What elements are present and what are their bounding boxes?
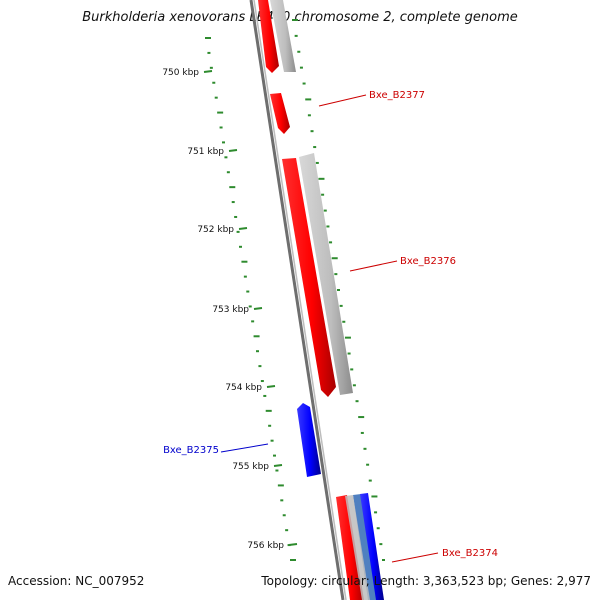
cds-feature-bxe-b2375[interactable] [297, 403, 321, 477]
cds-feature-bxe-b2376[interactable] [282, 158, 336, 397]
gene-labels: Bxe_B2377 Bxe_B2376 Bxe_B2375 Bxe_B2374 [163, 90, 498, 563]
position-tick-label: 753 kbp [212, 305, 249, 315]
cds-feature-bxe-b2377[interactable] [270, 93, 290, 134]
position-tick-label: 755 kbp [232, 462, 269, 472]
backbone-shadow [253, 0, 347, 600]
position-tick [203, 70, 213, 73]
position-tick-label: 751 kbp [187, 147, 224, 157]
position-tick-label: 756 kbp [247, 541, 284, 551]
gc-track-left [205, 37, 296, 561]
position-ticks: 750 kbp 751 kbp 752 kbp 753 kbp 754 kbp 755 k… [162, 68, 298, 551]
gene-feature-bxe-b2376[interactable] [299, 153, 353, 395]
position-tick [228, 149, 238, 152]
summary-text: Topology: circular; Length: 3,363,523 bp… [261, 574, 591, 588]
map-title: Burkholderia xenovorans LB400 chromosome… [82, 10, 518, 25]
gene-leader-line [349, 260, 398, 272]
accession-text: Accession: NC_007952 [8, 574, 145, 588]
gene-feature-bxe-b2374[interactable] [353, 494, 377, 600]
gene-feature[interactable] [270, 0, 296, 72]
position-tick [288, 543, 298, 546]
gene-label[interactable]: Bxe_B2377 [369, 90, 425, 101]
gene-leader-line [318, 94, 367, 107]
position-tick-label: 754 kbp [225, 383, 262, 393]
gene-feature[interactable] [345, 495, 370, 600]
position-tick [238, 227, 248, 230]
position-tick [273, 464, 283, 467]
gene-leader-line [391, 552, 439, 563]
gene-label[interactable]: Bxe_B2375 [163, 445, 219, 456]
gene-label[interactable]: Bxe_B2374 [442, 548, 498, 559]
gc-track-right [292, 19, 385, 561]
position-tick-label: 752 kbp [197, 225, 234, 235]
cds-feature[interactable] [258, 0, 279, 73]
gene-leader-line [220, 443, 269, 453]
position-tick-label: 750 kbp [162, 68, 199, 78]
gene-label[interactable]: Bxe_B2376 [400, 256, 456, 267]
position-tick [253, 307, 263, 310]
cds-feature-bxe-b2374-partner[interactable] [360, 493, 384, 600]
backbone-line [249, 0, 345, 600]
cds-feature-bxe-b2374[interactable] [336, 495, 364, 600]
position-tick [266, 385, 276, 388]
